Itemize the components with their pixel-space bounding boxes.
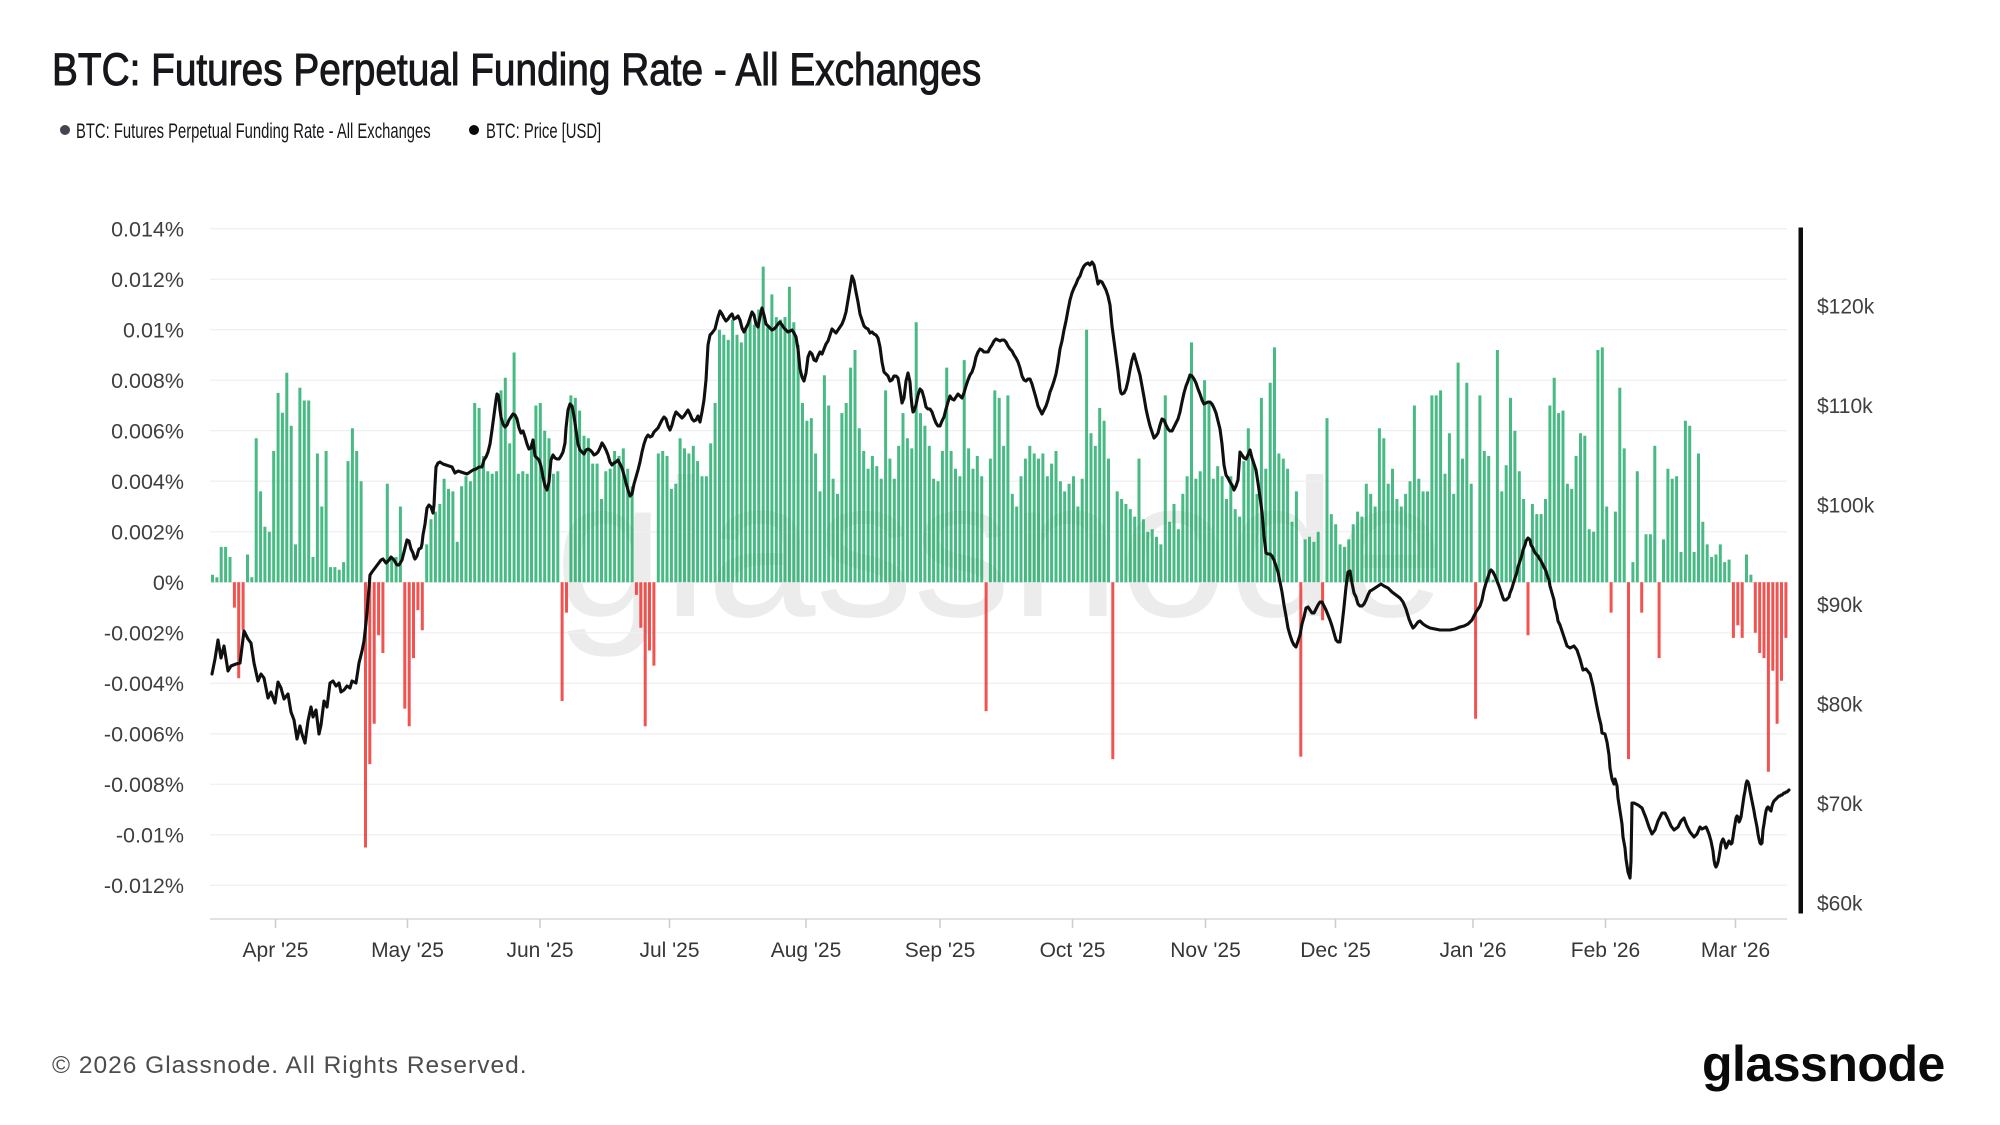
svg-text:0.004%: 0.004% (111, 470, 184, 494)
svg-text:May '25: May '25 (371, 939, 444, 962)
svg-text:0.006%: 0.006% (111, 420, 184, 444)
svg-text:-0.01%: -0.01% (116, 824, 184, 848)
svg-text:Oct '25: Oct '25 (1040, 939, 1106, 962)
svg-text:$110k: $110k (1817, 395, 1873, 418)
svg-text:-0.004%: -0.004% (104, 672, 184, 696)
svg-text:Jan '26: Jan '26 (1439, 939, 1506, 962)
svg-text:-0.012%: -0.012% (104, 874, 184, 898)
svg-text:0.008%: 0.008% (111, 369, 184, 393)
svg-text:-0.006%: -0.006% (104, 723, 184, 747)
svg-text:Feb '26: Feb '26 (1571, 939, 1640, 962)
svg-text:0%: 0% (153, 571, 184, 595)
svg-text:Apr '25: Apr '25 (243, 939, 309, 962)
svg-text:Sep '25: Sep '25 (905, 939, 976, 962)
svg-text:$100k: $100k (1817, 495, 1875, 518)
svg-text:0.01%: 0.01% (123, 319, 184, 343)
svg-text:$60k: $60k (1817, 892, 1863, 915)
svg-text:$70k: $70k (1817, 793, 1863, 816)
svg-text:-0.008%: -0.008% (104, 773, 184, 797)
svg-text:0.002%: 0.002% (111, 521, 184, 545)
svg-text:$90k: $90k (1817, 594, 1863, 617)
svg-text:Dec '25: Dec '25 (1300, 939, 1371, 962)
svg-text:Jun '25: Jun '25 (506, 939, 573, 962)
svg-text:$80k: $80k (1817, 693, 1863, 716)
svg-text:0.012%: 0.012% (111, 268, 184, 292)
svg-text:Aug '25: Aug '25 (771, 939, 842, 962)
svg-text:Jul '25: Jul '25 (639, 939, 699, 962)
svg-text:$120k: $120k (1817, 296, 1875, 319)
svg-text:Nov '25: Nov '25 (1170, 939, 1241, 962)
svg-text:Mar '26: Mar '26 (1701, 939, 1770, 962)
svg-text:0.014%: 0.014% (111, 218, 184, 242)
svg-text:-0.002%: -0.002% (104, 622, 184, 646)
